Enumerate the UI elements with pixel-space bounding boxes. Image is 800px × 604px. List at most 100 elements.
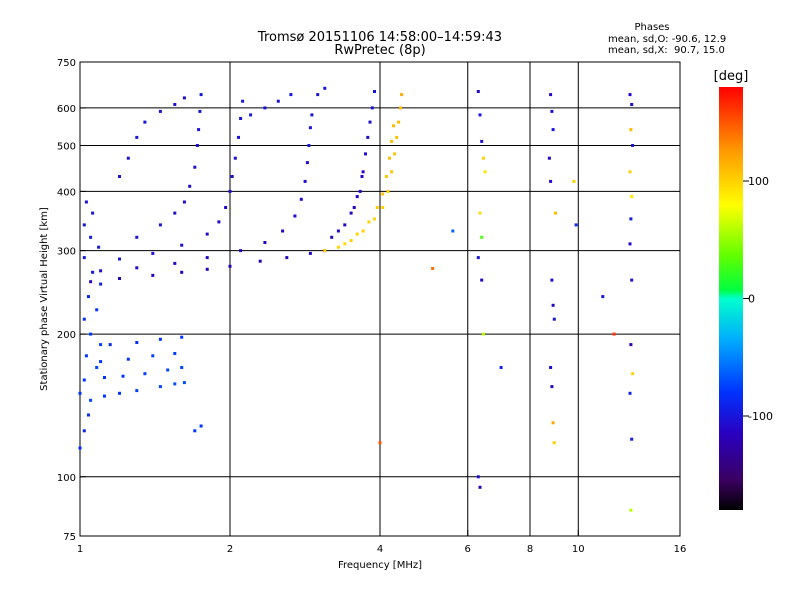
- colorbar-tick-label: 100: [748, 175, 769, 188]
- echo-point: [628, 242, 632, 246]
- echo-point: [82, 317, 86, 321]
- echo-point: [628, 391, 632, 395]
- y-tick-label: 300: [57, 247, 76, 258]
- echo-point: [480, 235, 484, 239]
- echo-point: [135, 389, 139, 393]
- echo-point: [629, 343, 633, 347]
- y-tick-label: 600: [57, 104, 76, 115]
- echo-point: [499, 366, 503, 369]
- echo-point: [370, 106, 374, 110]
- echo-point: [121, 374, 125, 378]
- echo-point: [263, 241, 267, 244]
- echo-point: [323, 86, 327, 90]
- echo-point: [631, 144, 635, 147]
- echo-point: [205, 256, 209, 260]
- echo-point: [84, 354, 88, 358]
- echo-point: [299, 197, 303, 201]
- echo-point: [143, 372, 147, 376]
- echo-point: [182, 381, 186, 385]
- echo-point: [103, 376, 106, 379]
- echo-point: [552, 317, 556, 321]
- echo-point: [551, 421, 555, 425]
- echo-point: [349, 211, 353, 215]
- echo-point: [158, 337, 162, 341]
- echo-point: [612, 332, 616, 336]
- echo-point: [182, 200, 186, 204]
- echo-point: [630, 103, 634, 106]
- echo-point: [549, 93, 553, 97]
- echo-point: [230, 175, 234, 178]
- echo-point: [476, 90, 480, 93]
- echo-point: [386, 189, 390, 193]
- colorbar-label: [deg]: [714, 69, 749, 84]
- echo-point: [630, 195, 634, 199]
- echo-point: [397, 120, 401, 124]
- echo-point: [343, 223, 347, 227]
- echo-point: [281, 229, 285, 233]
- echo-point: [99, 343, 103, 347]
- echo-point: [360, 175, 364, 178]
- y-tick-label: 200: [57, 330, 76, 341]
- echo-point: [82, 223, 86, 227]
- echo-point: [97, 245, 101, 249]
- colorbar: [719, 87, 743, 510]
- echo-point: [103, 394, 106, 398]
- echo-point: [307, 144, 311, 147]
- echo-point: [308, 251, 312, 255]
- echo-point: [228, 264, 232, 268]
- echo-point: [630, 437, 634, 441]
- echo-point: [367, 220, 371, 224]
- echo-point: [241, 99, 245, 103]
- echo-point: [151, 251, 155, 255]
- echo-point: [237, 135, 240, 139]
- echo-point: [551, 303, 555, 307]
- echo-point: [118, 257, 121, 261]
- echo-point: [481, 332, 485, 336]
- echo-point: [550, 278, 554, 282]
- chart-title: Tromsø 20151106 14:58:00–14:59:43: [257, 30, 502, 45]
- x-tick-label: 2: [227, 544, 233, 555]
- y-tick-label: 500: [57, 141, 76, 152]
- echo-point: [308, 126, 312, 130]
- echo-point: [126, 156, 130, 160]
- echo-point: [126, 357, 130, 361]
- echo-point: [158, 223, 162, 227]
- echo-point: [173, 103, 177, 106]
- echo-point: [393, 152, 397, 156]
- echo-point: [366, 135, 370, 139]
- echo-point: [601, 295, 605, 299]
- echo-point: [373, 90, 376, 93]
- echo-point: [343, 242, 347, 246]
- echo-point: [392, 124, 396, 128]
- echo-point: [358, 189, 362, 193]
- echo-point: [108, 343, 112, 347]
- echo-point: [135, 266, 139, 270]
- stats-line-o: mean, sd,O: -90.6, 12.9: [608, 34, 726, 45]
- x-tick-label: 10: [572, 544, 585, 555]
- echo-point: [303, 179, 307, 183]
- echo-point: [99, 269, 103, 273]
- stats-heading: Phases: [634, 22, 669, 33]
- echo-point: [276, 99, 280, 103]
- echo-point: [193, 165, 197, 169]
- echo-point: [480, 278, 484, 282]
- echo-point: [199, 93, 203, 97]
- echo-point: [197, 128, 201, 132]
- echo-point: [483, 170, 487, 174]
- echo-point: [628, 93, 632, 97]
- echo-point: [89, 280, 93, 284]
- echo-point: [180, 366, 184, 369]
- echo-point: [400, 93, 404, 97]
- echo-point: [629, 508, 633, 512]
- echo-point: [78, 446, 82, 450]
- chart-subtitle: RwPretec (8p): [334, 43, 425, 58]
- echo-point: [239, 117, 243, 120]
- echo-point: [355, 195, 359, 199]
- echo-point: [395, 135, 399, 139]
- echo-point: [361, 170, 365, 174]
- echo-point: [352, 206, 356, 209]
- echo-point: [349, 239, 353, 243]
- echo-point: [135, 235, 139, 239]
- echo-point: [549, 366, 553, 369]
- echo-point: [118, 391, 121, 395]
